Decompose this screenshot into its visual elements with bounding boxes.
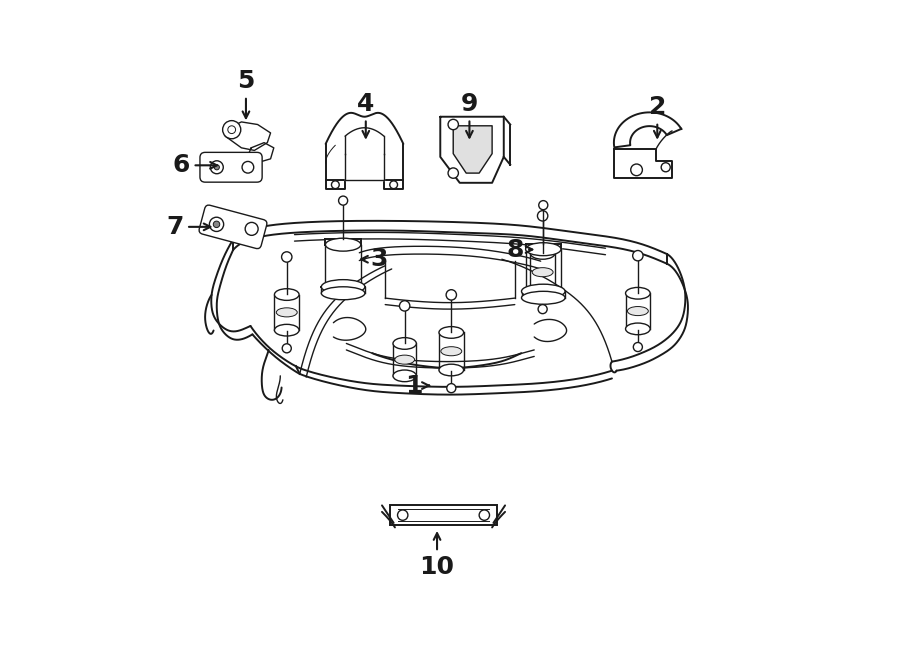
Text: 6: 6 xyxy=(173,153,217,177)
Ellipse shape xyxy=(526,243,561,256)
Text: 2: 2 xyxy=(649,95,666,137)
Circle shape xyxy=(245,222,258,235)
Ellipse shape xyxy=(530,285,555,297)
Polygon shape xyxy=(454,126,492,173)
Circle shape xyxy=(222,120,241,139)
Text: 9: 9 xyxy=(461,92,478,137)
Circle shape xyxy=(213,221,220,227)
Ellipse shape xyxy=(393,338,417,349)
Text: 10: 10 xyxy=(419,533,454,579)
Text: 3: 3 xyxy=(361,247,387,271)
Polygon shape xyxy=(225,122,271,151)
Text: 8: 8 xyxy=(506,237,532,262)
Polygon shape xyxy=(345,153,384,180)
Polygon shape xyxy=(440,117,504,183)
Circle shape xyxy=(633,251,643,261)
Circle shape xyxy=(210,217,223,231)
Circle shape xyxy=(390,181,398,188)
Ellipse shape xyxy=(530,248,555,259)
Ellipse shape xyxy=(439,327,464,338)
Ellipse shape xyxy=(521,284,565,298)
Circle shape xyxy=(446,383,455,393)
Text: 5: 5 xyxy=(238,69,255,118)
Circle shape xyxy=(211,161,223,174)
Circle shape xyxy=(282,252,292,262)
Circle shape xyxy=(448,120,458,130)
Circle shape xyxy=(537,211,548,221)
Ellipse shape xyxy=(441,346,462,356)
Circle shape xyxy=(446,290,456,300)
Circle shape xyxy=(538,305,547,314)
Ellipse shape xyxy=(393,370,417,381)
Ellipse shape xyxy=(326,280,361,293)
Text: 7: 7 xyxy=(166,215,211,239)
Polygon shape xyxy=(384,180,403,189)
Text: 1: 1 xyxy=(406,373,429,397)
Circle shape xyxy=(662,163,670,172)
Ellipse shape xyxy=(276,308,297,317)
Circle shape xyxy=(242,161,254,173)
Text: 4: 4 xyxy=(357,92,374,137)
Circle shape xyxy=(228,126,236,134)
Ellipse shape xyxy=(526,285,561,298)
Ellipse shape xyxy=(326,238,361,251)
Polygon shape xyxy=(614,112,681,147)
FancyBboxPatch shape xyxy=(391,505,497,525)
Ellipse shape xyxy=(321,287,365,299)
Circle shape xyxy=(283,344,292,353)
Circle shape xyxy=(331,181,339,188)
Circle shape xyxy=(539,201,548,210)
Ellipse shape xyxy=(274,289,299,300)
Ellipse shape xyxy=(626,288,650,299)
Circle shape xyxy=(634,342,643,352)
Ellipse shape xyxy=(395,355,415,364)
FancyBboxPatch shape xyxy=(199,205,267,249)
Ellipse shape xyxy=(439,364,464,376)
Circle shape xyxy=(479,510,490,520)
Polygon shape xyxy=(326,180,345,189)
Circle shape xyxy=(214,165,220,170)
Polygon shape xyxy=(248,143,274,162)
Ellipse shape xyxy=(532,268,554,277)
Ellipse shape xyxy=(627,307,648,315)
Circle shape xyxy=(400,301,410,311)
Ellipse shape xyxy=(521,292,565,304)
Ellipse shape xyxy=(321,280,365,294)
Circle shape xyxy=(338,196,347,205)
Polygon shape xyxy=(526,244,561,249)
Circle shape xyxy=(631,164,643,176)
Circle shape xyxy=(448,168,458,178)
Circle shape xyxy=(398,510,408,520)
Polygon shape xyxy=(326,239,361,245)
Polygon shape xyxy=(614,149,672,178)
FancyBboxPatch shape xyxy=(200,153,262,182)
Ellipse shape xyxy=(626,323,650,334)
Ellipse shape xyxy=(274,325,299,336)
